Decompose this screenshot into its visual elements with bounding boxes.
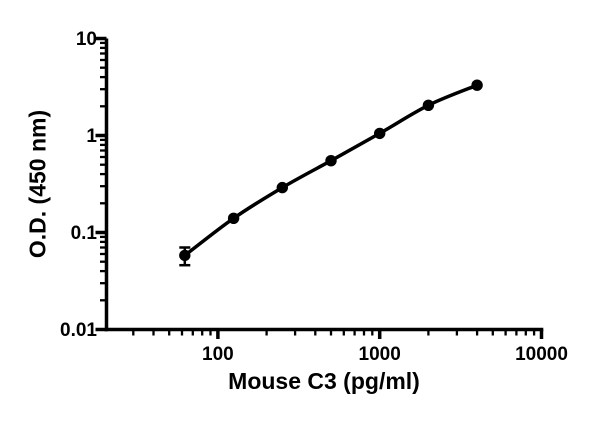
x-axis-title: Mouse C3 (pg/ml): [228, 368, 420, 394]
data-point-marker: [276, 181, 288, 194]
data-point-marker: [471, 79, 483, 91]
curve: [183, 83, 478, 257]
x-tick-label: 100: [202, 344, 234, 365]
data-point-marker: [325, 155, 337, 167]
data-point-marker: [227, 212, 240, 224]
y-tick-label: 0.1: [71, 223, 98, 244]
data-point-marker: [374, 127, 386, 140]
x-tick-labels: 100 1000 10000: [202, 344, 568, 365]
y-tick-label: 1: [86, 126, 97, 147]
x-tick-label: 10000: [515, 344, 568, 365]
y-tick-labels: 10 1 0.1 0.01: [60, 29, 97, 341]
data-points: [179, 79, 483, 262]
x-tick-label: 1000: [359, 344, 401, 365]
standard-curve-line: [183, 83, 478, 257]
y-axis-ticks: [95, 36, 107, 332]
y-tick-label: 10: [76, 29, 97, 50]
y-tick-label: 0.01: [60, 320, 97, 341]
data-point-marker: [179, 249, 191, 262]
data-point-marker: [422, 99, 435, 112]
x-axis-ticks: [132, 329, 544, 339]
y-axis-title: O.D. (450 nm): [24, 109, 51, 259]
